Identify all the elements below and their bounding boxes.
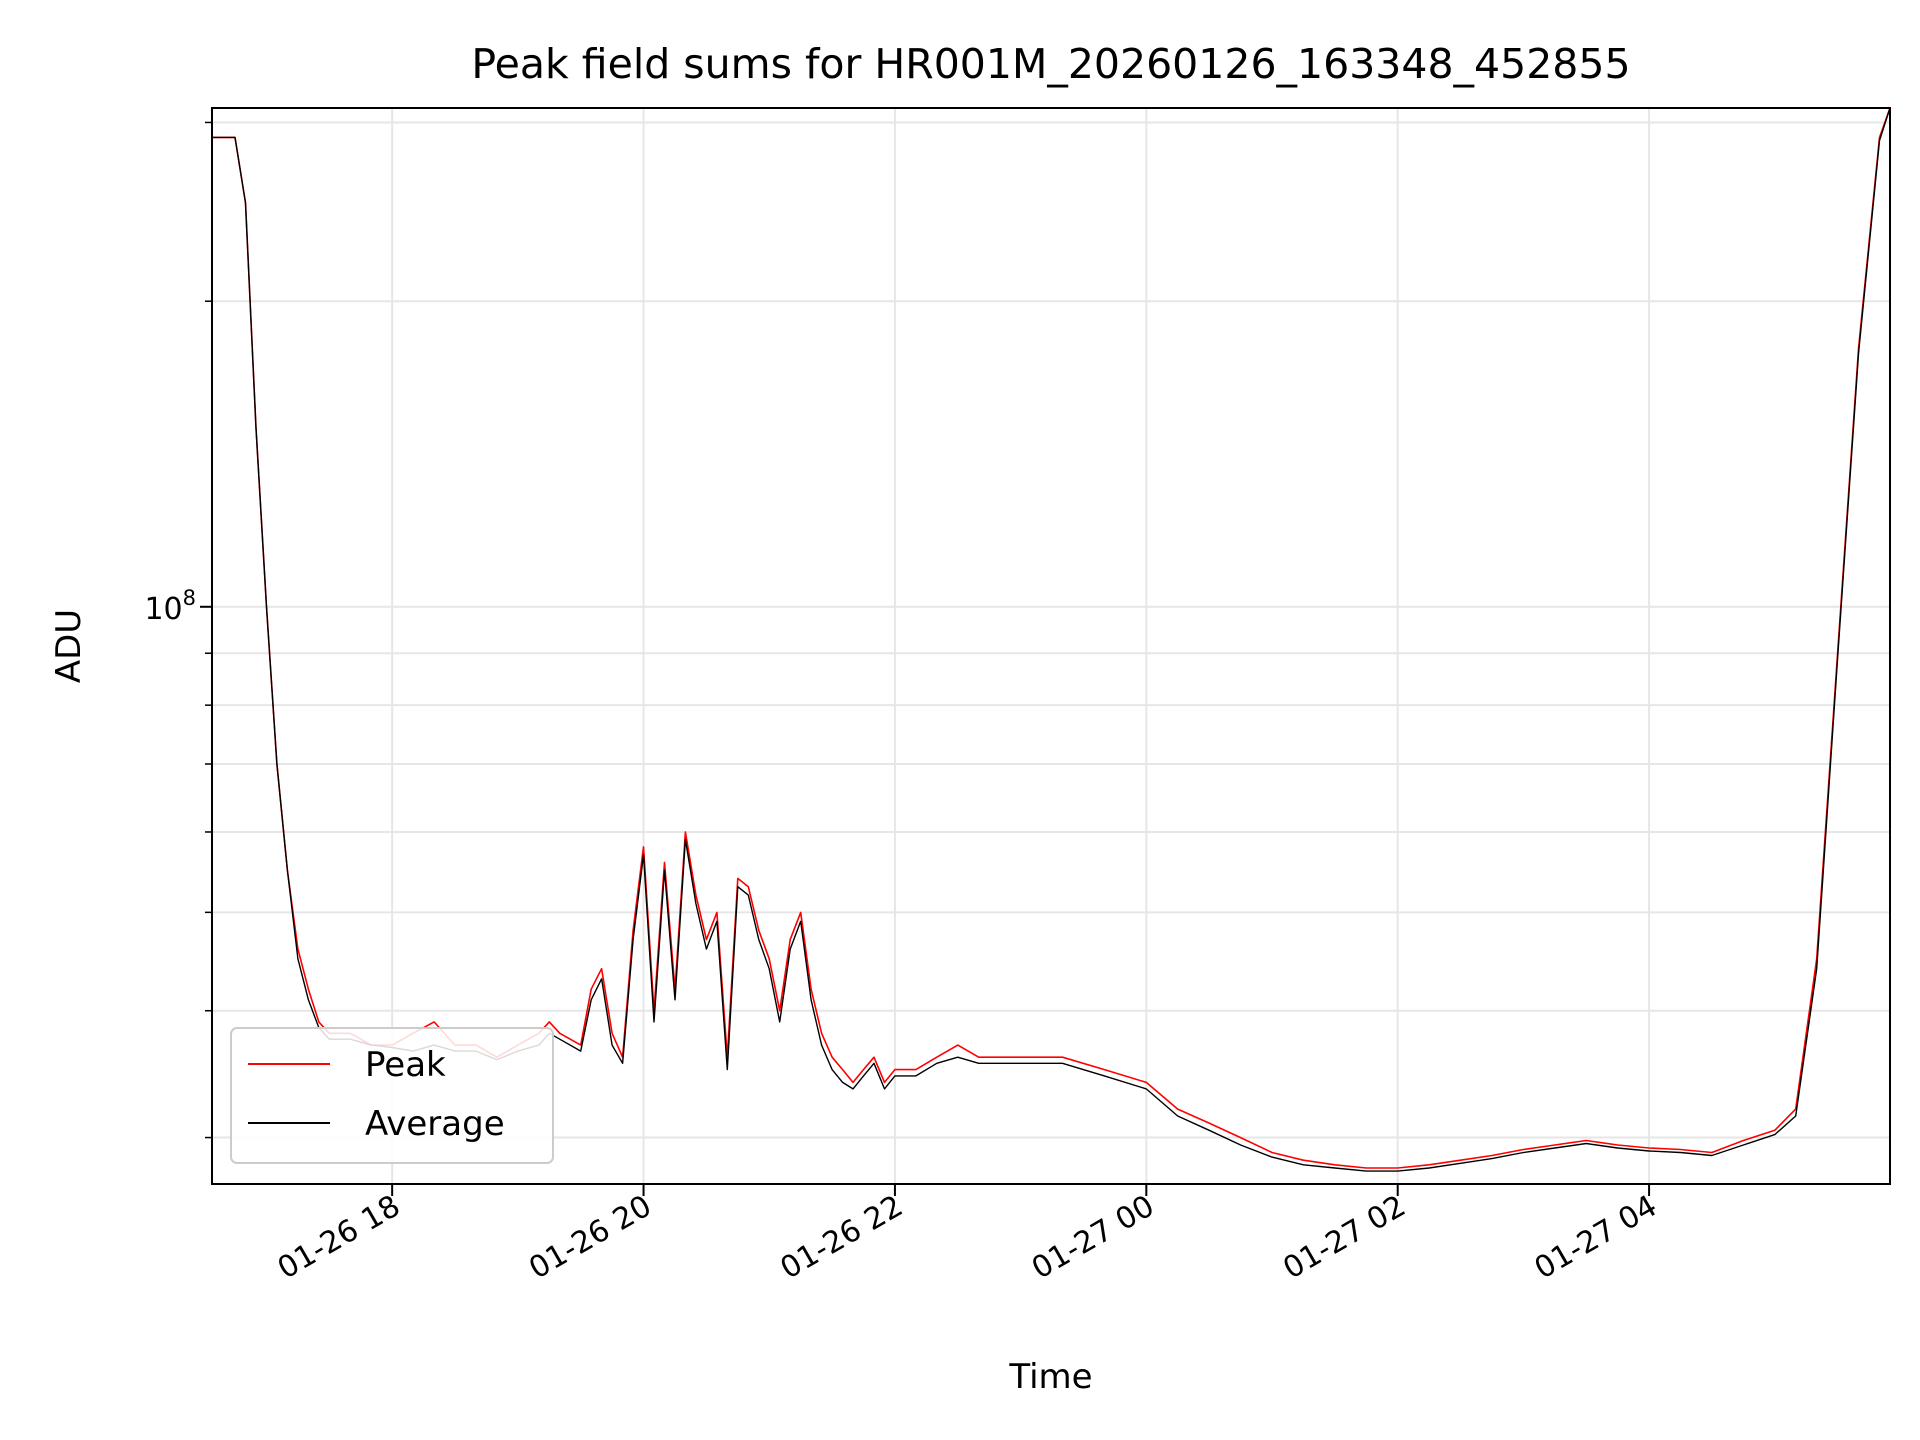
legend-box xyxy=(230,1027,554,1164)
legend-label-average: Average xyxy=(365,1104,505,1144)
y-tick-label: 108 xyxy=(144,586,196,627)
plot-frame xyxy=(211,107,1891,1185)
grid-lines xyxy=(212,108,1890,1184)
y-axis-ticks: 108 xyxy=(144,121,212,1139)
y-axis-label: ADU xyxy=(49,609,89,683)
legend-label-peak: Peak xyxy=(365,1045,446,1085)
series-line-peak xyxy=(212,108,1890,1169)
legend: Peak Average xyxy=(230,1027,554,1164)
x-axis-label: Time xyxy=(1008,1357,1092,1397)
chart-title: Peak field sums for HR001M_20260126_1633… xyxy=(471,40,1630,88)
